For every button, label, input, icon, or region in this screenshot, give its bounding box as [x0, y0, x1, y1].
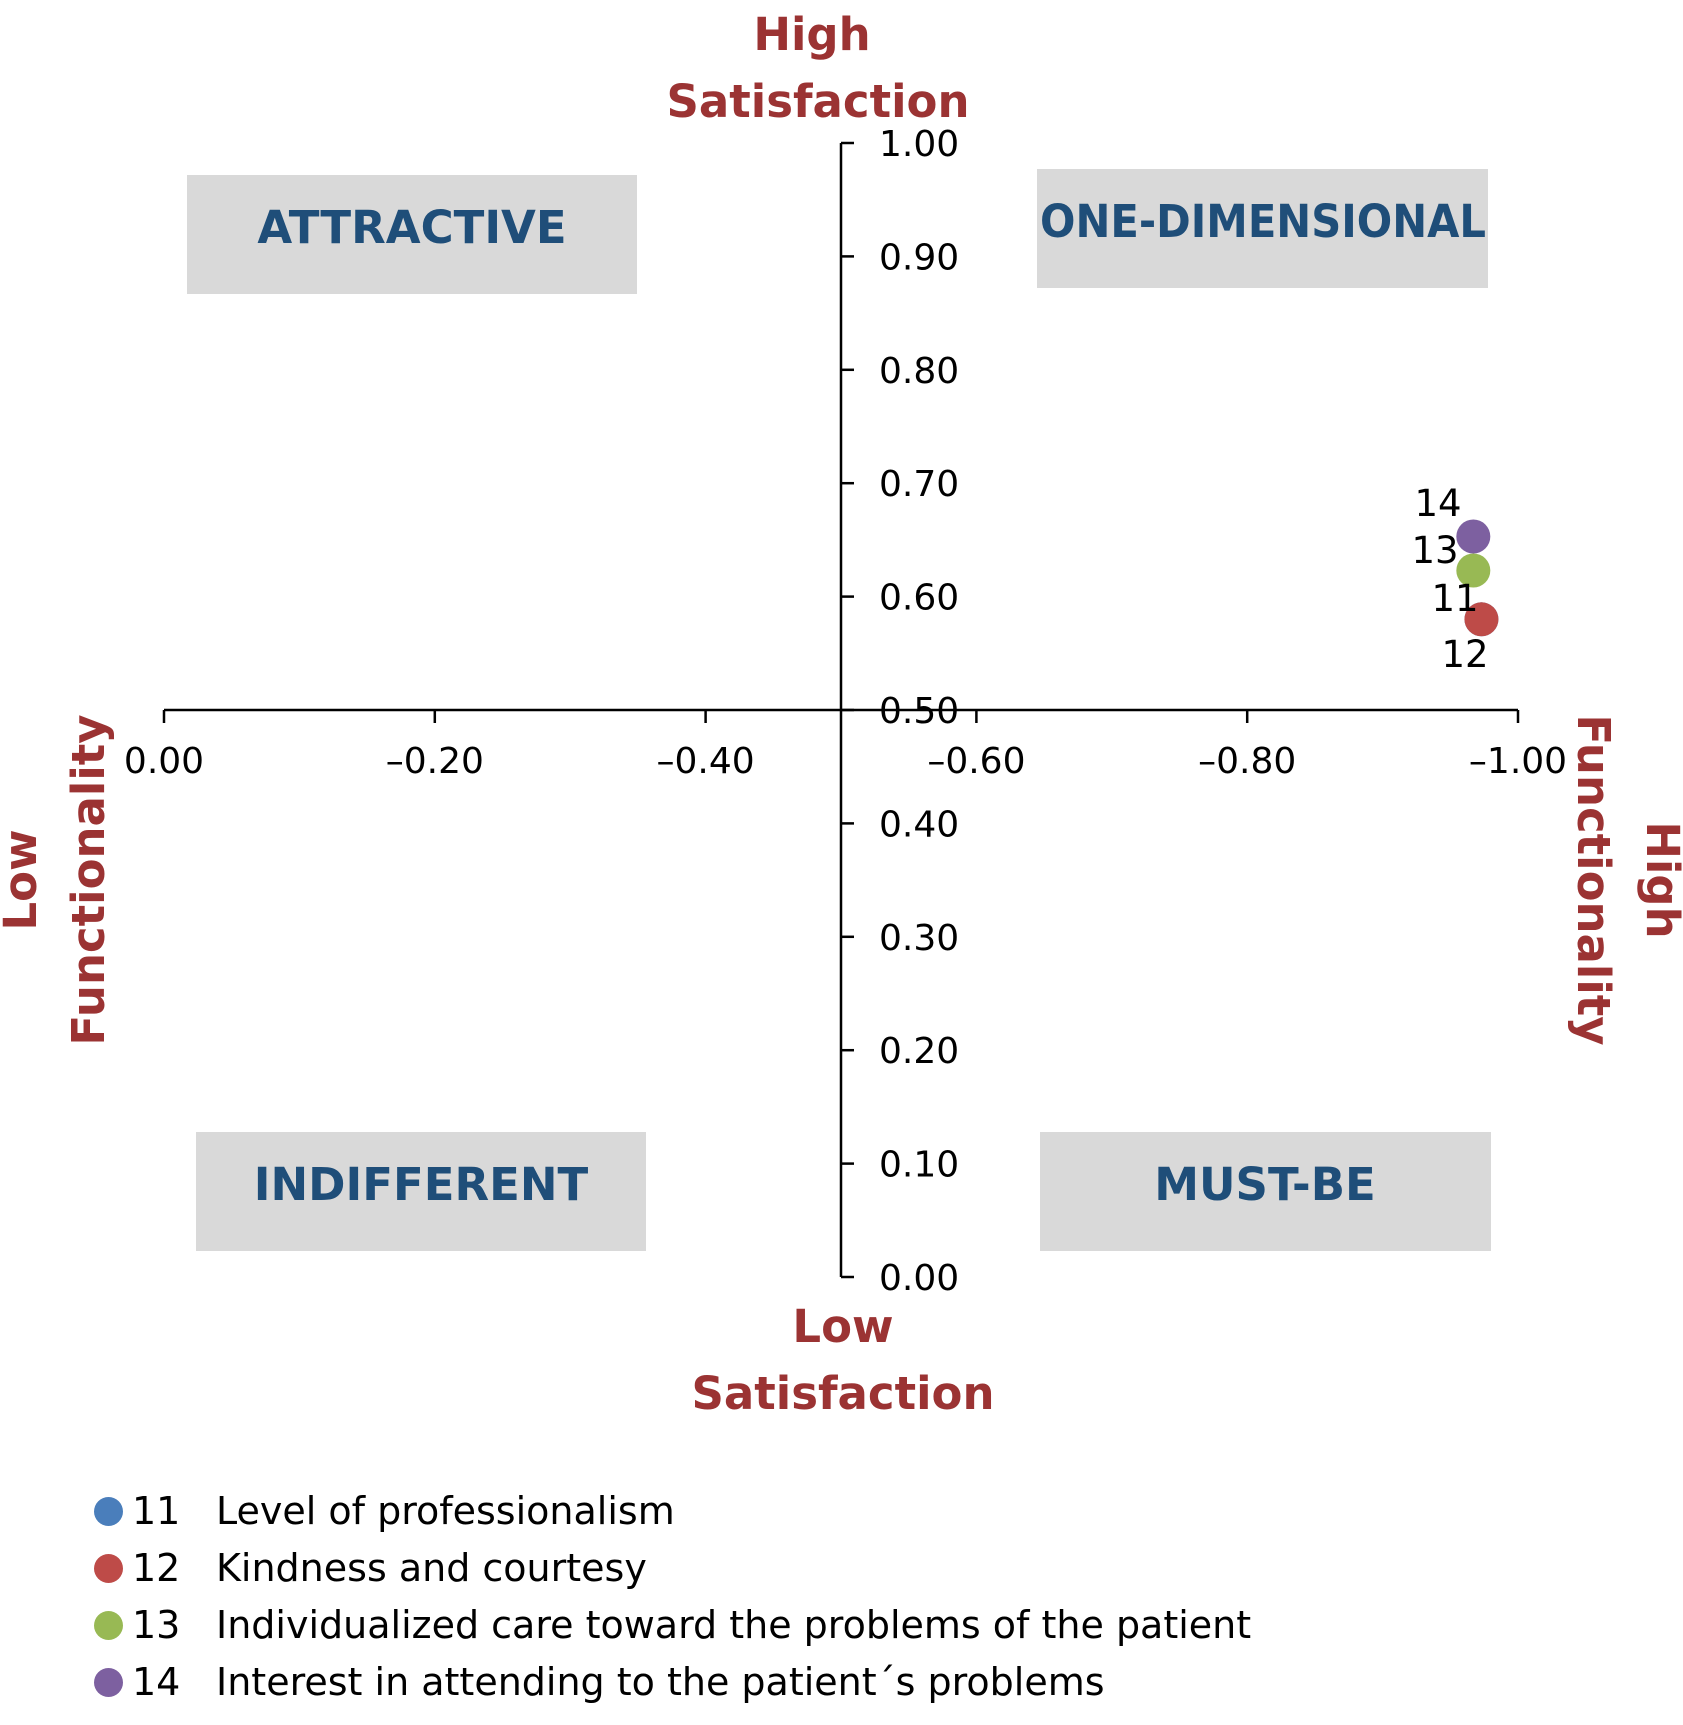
left-label-line1: Low	[0, 829, 47, 930]
legend-id: 13	[132, 1603, 181, 1647]
legend-marker-14	[94, 1668, 123, 1697]
x-tick-label: –1.00	[1469, 741, 1567, 782]
data-point-14	[1456, 519, 1491, 554]
y-tick-label: 1.00	[879, 124, 959, 165]
point-labels: 14 13 11 12	[1411, 482, 1488, 676]
bottom-label-line2: Satisfaction	[691, 1367, 994, 1420]
x-tick-label: –0.80	[1198, 741, 1296, 782]
data-point-13	[1456, 553, 1491, 588]
point-label-12: 12	[1441, 633, 1488, 676]
legend-label: Interest in attending to the patient´s p…	[216, 1660, 1105, 1704]
x-tick-label: 0.00	[124, 741, 204, 782]
top-label-line1: High	[753, 8, 870, 61]
data-points	[1456, 519, 1499, 637]
legend-id: 14	[132, 1660, 181, 1704]
quadrant-indifferent-label: INDIFFERENT	[254, 1158, 589, 1211]
y-tick-label: 0.20	[879, 1031, 959, 1072]
y-tick-label: 0.30	[879, 918, 959, 959]
quadrant-indifferent: INDIFFERENT	[196, 1132, 646, 1251]
quadrant-attractive-label: ATTRACTIVE	[257, 201, 566, 254]
legend-marker-12	[94, 1554, 123, 1583]
quadrant-must-be-label: MUST-BE	[1154, 1158, 1376, 1211]
right-label-line1: High	[1636, 821, 1683, 938]
quadrant-must-be: MUST-BE	[1040, 1132, 1491, 1251]
top-label-line2: Satisfaction	[666, 75, 969, 128]
quadrant-one-dimensional: ONE-DIMENSIONAL	[1037, 169, 1488, 288]
legend-label: Level of professionalism	[216, 1489, 675, 1533]
right-label-line2: Functionality	[1567, 714, 1620, 1045]
x-tick-label: –0.60	[927, 741, 1025, 782]
legend-id: 12	[132, 1546, 181, 1590]
y-tick-label: 0.40	[879, 804, 959, 845]
data-point-12	[1464, 602, 1499, 637]
x-tick-label: –0.40	[657, 741, 755, 782]
y-tick-label: 0.80	[879, 351, 959, 392]
legend-marker-13	[94, 1611, 123, 1640]
left-label-line2: Functionality	[62, 714, 115, 1045]
y-tick-label: 0.50	[879, 691, 959, 732]
y-tick-label: 0.90	[879, 237, 959, 278]
legend-label: Kindness and courtesy	[216, 1546, 647, 1590]
y-tick-label: 0.70	[879, 464, 959, 505]
ticks: 0.00 –0.20 –0.40 –0.60 –0.80 –1.00 0.00 0.10 0.2…	[124, 124, 1567, 1299]
point-label-13: 13	[1411, 529, 1458, 572]
point-label-11: 11	[1431, 577, 1478, 620]
quadrant-one-dimensional-label: ONE-DIMENSIONAL	[1040, 195, 1486, 248]
legend-id: 11	[132, 1489, 181, 1533]
y-tick-label: 0.10	[879, 1145, 959, 1186]
legend-label: Individualized care toward the problems …	[216, 1603, 1252, 1647]
legend-marker-11	[94, 1497, 123, 1526]
x-tick-label: –0.20	[386, 741, 484, 782]
y-tick-label: 0.00	[879, 1258, 959, 1299]
point-label-14: 14	[1414, 482, 1461, 525]
quadrant-attractive: ATTRACTIVE	[187, 175, 637, 294]
y-tick-label: 0.60	[879, 578, 959, 619]
bottom-label-line1: Low	[792, 1300, 893, 1353]
